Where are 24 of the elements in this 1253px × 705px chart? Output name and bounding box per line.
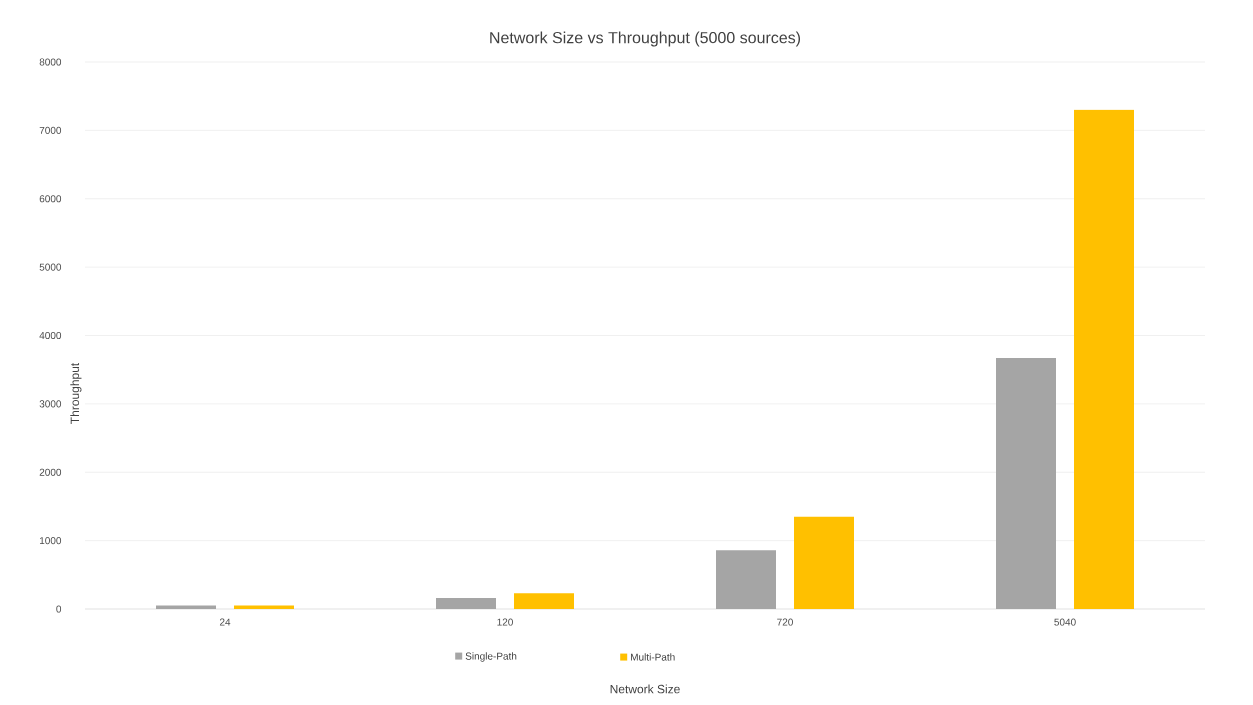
y-tick-label: 8000	[39, 58, 62, 66]
chart-title: Network Size vs Throughput (5000 sources)	[490, 31, 801, 47]
x-tick-label: 5040	[1054, 618, 1076, 626]
legend-label: Multi-Path	[631, 653, 675, 661]
y-tick-label: 5000	[39, 263, 62, 271]
bar	[514, 593, 574, 609]
y-tick-label: 3000	[39, 400, 62, 408]
legend-label: Single-Path	[465, 652, 517, 662]
y-axis-title: Throughput	[70, 362, 82, 424]
y-tick-label: 1000	[39, 537, 62, 545]
x-axis-title: Network Size	[610, 684, 680, 694]
y-tick-label: 2000	[39, 468, 62, 476]
bar	[1074, 109, 1135, 609]
x-tick-label: 24	[219, 618, 231, 626]
bar	[436, 598, 497, 609]
y-tick-label: 6000	[39, 195, 62, 203]
y-tick-label: 7000	[39, 126, 62, 134]
bar	[716, 550, 776, 609]
y-tick-label: 0	[56, 605, 62, 613]
y-tick-label: 4000	[39, 331, 62, 340]
x-tick-label: 720	[777, 618, 793, 626]
x-tick-label: 120	[497, 618, 513, 626]
bar	[794, 516, 855, 609]
bar	[996, 358, 1056, 609]
